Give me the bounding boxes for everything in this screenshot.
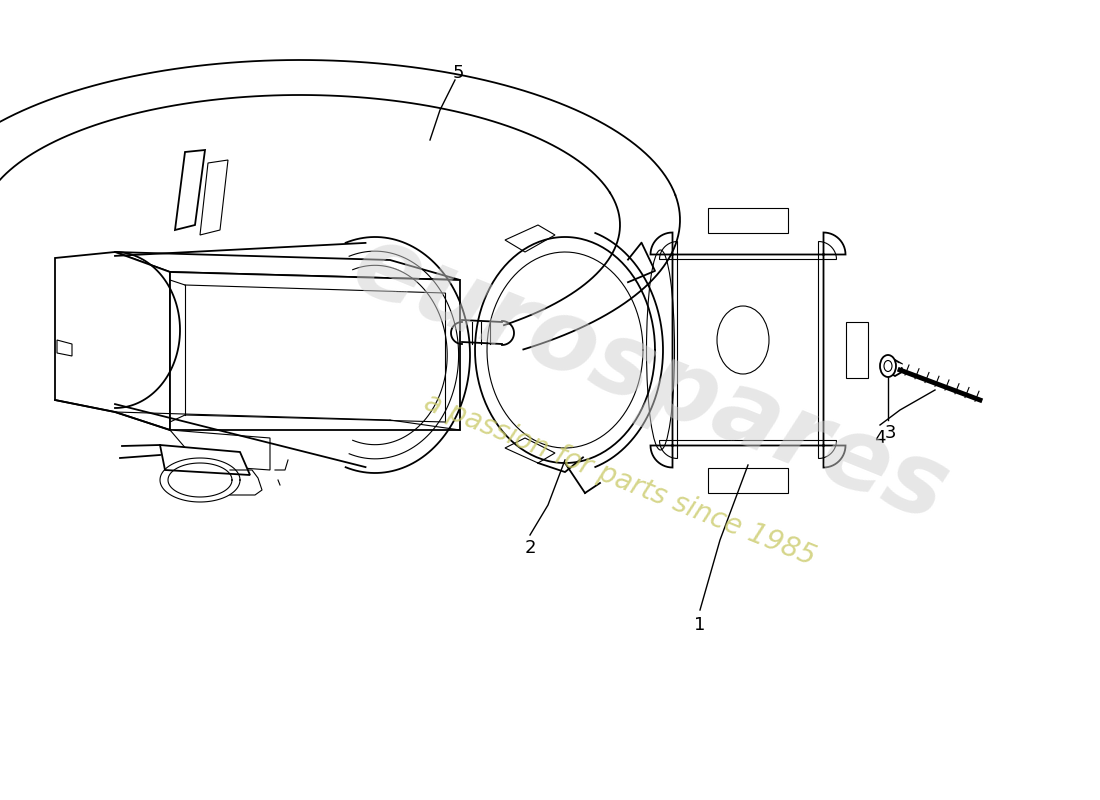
Polygon shape [170, 272, 460, 430]
Text: eurospares: eurospares [339, 217, 961, 543]
Polygon shape [708, 207, 788, 233]
Text: 1: 1 [694, 616, 706, 634]
Polygon shape [846, 322, 868, 378]
Polygon shape [160, 445, 250, 475]
Text: a passion for parts since 1985: a passion for parts since 1985 [420, 389, 820, 571]
Polygon shape [505, 438, 556, 463]
Polygon shape [175, 150, 205, 230]
Polygon shape [650, 233, 846, 467]
Text: 5: 5 [452, 64, 464, 82]
Polygon shape [57, 340, 72, 356]
Ellipse shape [717, 306, 769, 374]
Polygon shape [708, 467, 788, 493]
Text: 4: 4 [874, 429, 886, 447]
Text: 3: 3 [884, 424, 895, 442]
Polygon shape [200, 160, 228, 235]
Polygon shape [888, 360, 902, 376]
Polygon shape [505, 225, 556, 252]
Polygon shape [170, 430, 270, 470]
Polygon shape [116, 252, 460, 280]
Ellipse shape [884, 361, 892, 371]
Text: 2: 2 [525, 539, 536, 557]
Polygon shape [55, 252, 170, 430]
Ellipse shape [880, 355, 896, 377]
